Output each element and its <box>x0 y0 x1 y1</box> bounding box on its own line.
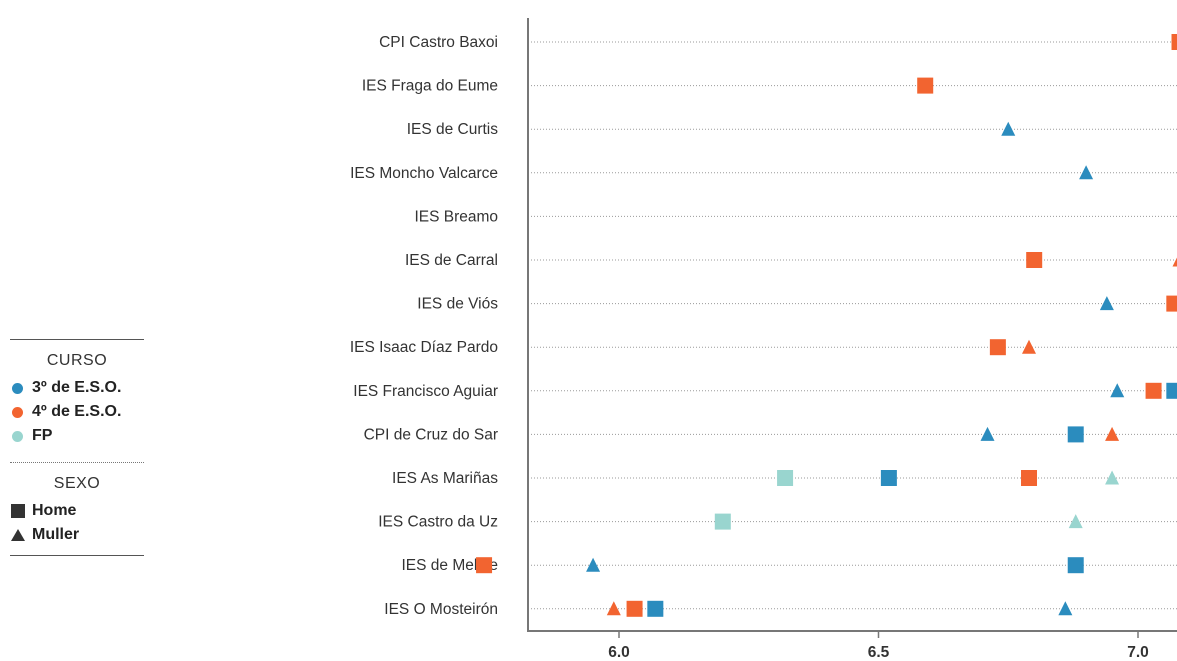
legend-label: FP <box>32 427 53 444</box>
circle-icon <box>12 430 23 442</box>
data-point-triangle <box>980 426 995 441</box>
x-tick-label: 6.5 <box>868 644 890 661</box>
data-point-square <box>1021 470 1038 486</box>
square-icon <box>11 504 25 518</box>
x-tick-label: 6.0 <box>608 644 630 661</box>
legend-item-4eso: 4º de E.S.O. <box>10 400 144 424</box>
legend-bottom-rule <box>10 555 144 556</box>
data-marks <box>476 34 1177 617</box>
category-label: CPI Castro Baxoi <box>379 34 498 51</box>
data-point-square <box>1026 252 1043 268</box>
data-point-triangle <box>1079 165 1094 180</box>
data-point-square <box>714 513 731 530</box>
category-label: IES Fraga do Eume <box>362 78 498 95</box>
data-point-square <box>647 600 664 617</box>
data-point-square <box>476 557 493 574</box>
category-label: CPI de Cruz do Sar <box>364 426 498 443</box>
data-point-triangle <box>1001 121 1016 136</box>
data-point-triangle <box>586 557 601 572</box>
legend-curso-title: CURSO <box>46 352 108 369</box>
category-labels: CPI Castro Baxoi IES Fraga do Eume IES de … <box>350 34 498 618</box>
legend-label: 3º de E.S.O. <box>32 379 122 396</box>
category-label: IES Moncho Valcarce <box>350 165 498 182</box>
data-point-triangle <box>1022 339 1037 354</box>
data-point-square <box>1166 382 1177 399</box>
data-point-square <box>626 600 643 617</box>
data-point-triangle <box>1099 296 1114 311</box>
data-point-square <box>1166 295 1177 312</box>
category-label: IES de Melide <box>402 557 499 574</box>
category-label: IES Breamo <box>414 208 498 225</box>
legend-top-rule <box>10 339 144 340</box>
x-tick-label: 7.0 <box>1127 644 1149 661</box>
data-point-square <box>917 77 934 94</box>
category-label: IES de Viós <box>417 296 498 313</box>
data-point-triangle <box>1068 514 1083 529</box>
legend-divider <box>10 462 144 463</box>
data-point-square <box>1145 382 1162 399</box>
triangle-icon <box>11 529 25 541</box>
data-point-square <box>989 339 1006 356</box>
data-point-square <box>777 470 794 486</box>
legend-item-home: Home <box>10 499 144 523</box>
data-point-square <box>1171 34 1177 50</box>
data-point-triangle <box>1105 470 1120 485</box>
legend-label: Home <box>32 502 77 519</box>
category-label: IES Francisco Aguiar <box>353 383 498 400</box>
axes <box>527 18 1177 632</box>
data-point-triangle <box>1058 601 1073 616</box>
data-point-triangle <box>1172 257 1177 267</box>
legend-item-fp: FP <box>10 424 144 448</box>
legend-item-muller: Muller <box>10 523 144 547</box>
category-label: IES de Curtis <box>407 121 499 138</box>
category-label: IES de Carral <box>405 252 498 269</box>
data-point-triangle <box>606 601 621 616</box>
legend-sexo-title: SEXO <box>53 475 101 492</box>
category-label: IES As Mariñas <box>392 470 498 487</box>
category-label: IES Castro da Uz <box>378 514 498 531</box>
legend: CURSO 3º de E.S.O. 4º de E.S.O. FP SEXO … <box>10 339 144 556</box>
legend-label: 4º de E.S.O. <box>32 403 122 420</box>
legend-item-3eso: 3º de E.S.O. <box>10 376 144 400</box>
data-point-triangle <box>1110 383 1125 398</box>
x-tick-labels: 6.06.57.07.58.0 <box>608 631 1149 661</box>
data-point-square <box>1067 426 1084 443</box>
data-point-square <box>880 470 897 486</box>
category-label: IES O Mosteirón <box>384 601 498 618</box>
category-label: IES Isaac Díaz Pardo <box>350 339 498 356</box>
circle-icon <box>12 406 23 418</box>
data-point-triangle <box>1105 426 1120 441</box>
legend-label: Muller <box>32 526 80 543</box>
circle-icon <box>12 382 23 394</box>
data-point-square <box>1067 557 1084 574</box>
